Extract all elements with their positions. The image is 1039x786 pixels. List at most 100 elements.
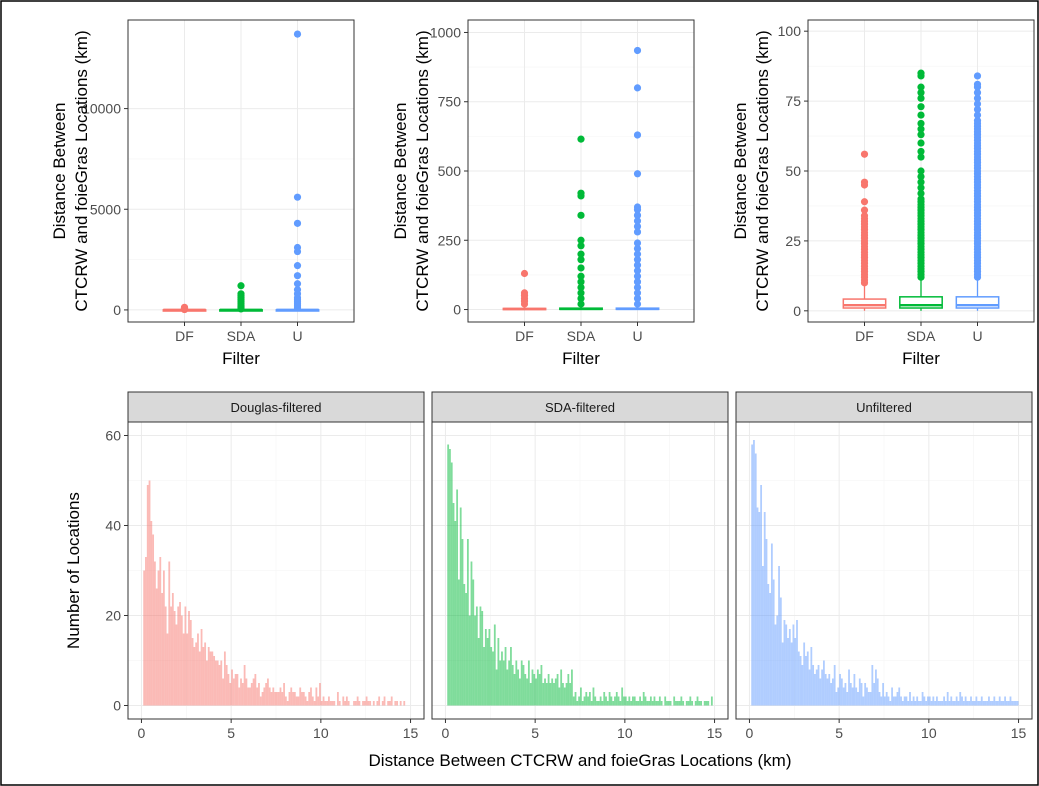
histogram-bar	[452, 503, 455, 706]
outlier-point	[633, 222, 642, 231]
x-tick-label: 10	[313, 725, 329, 741]
histogram-bar	[760, 485, 763, 706]
outlier-point	[293, 193, 302, 201]
outlier-point	[633, 294, 642, 303]
outlier-point	[633, 272, 642, 280]
histogram-bar	[848, 669, 850, 706]
outlier-point	[633, 228, 642, 236]
histogram-bar	[905, 696, 908, 706]
histogram-bar	[855, 687, 858, 706]
histogram-bar	[597, 701, 600, 706]
histogram-bar	[982, 701, 985, 706]
histogram-bar	[788, 629, 791, 706]
outlier-point	[917, 131, 925, 139]
outlier-point	[860, 198, 869, 206]
histogram-bar	[449, 449, 451, 706]
histogram-bar	[669, 701, 672, 706]
histogram-bar	[779, 597, 782, 706]
histogram-bar	[511, 665, 514, 706]
y-tick-label: 75	[785, 93, 801, 109]
outlier-point	[917, 111, 925, 119]
histogram-bar	[206, 660, 208, 706]
outlier-point	[860, 206, 869, 214]
histogram-bar	[216, 660, 219, 706]
histogram-bar	[347, 701, 350, 706]
histogram-bar	[238, 687, 241, 706]
histogram-bar	[927, 696, 929, 706]
histogram-bar	[1009, 696, 1012, 706]
histogram-bar	[211, 651, 214, 706]
histogram-bar	[794, 638, 797, 706]
histogram-bar	[474, 615, 476, 706]
facet-strip	[127, 391, 425, 423]
box-iqr	[842, 298, 887, 309]
histogram-bar	[765, 539, 768, 706]
histogram-bar	[587, 696, 589, 706]
histogram-bar	[953, 701, 956, 706]
histogram-bar	[754, 453, 757, 706]
y-tick-label: 0	[793, 303, 801, 319]
outlier-point	[860, 212, 869, 220]
outlier-point	[577, 264, 585, 272]
histogram-bar	[1011, 701, 1014, 706]
x-tick-label: SDA	[227, 328, 256, 344]
histogram-bar	[369, 701, 372, 706]
histogram-bar	[562, 683, 564, 706]
outlier-point	[293, 30, 302, 38]
histogram-bar	[308, 692, 311, 706]
histogram-bar	[819, 678, 822, 706]
histogram-bar	[499, 660, 502, 706]
y-tick-label: 500	[438, 163, 462, 179]
histogram-bar	[617, 696, 620, 706]
histogram-bar	[204, 642, 207, 706]
y-tick-label: 60	[105, 428, 121, 444]
histogram-bar	[787, 638, 789, 706]
outlier-point	[633, 46, 642, 55]
x-tick-label: 15	[1011, 725, 1027, 741]
histogram-bar	[475, 606, 478, 706]
histogram-bar	[306, 701, 309, 706]
histogram-bar	[880, 696, 883, 706]
histogram-bar	[1005, 701, 1008, 706]
histogram-bar	[774, 624, 777, 706]
facet-strip-label: SDA-filtered	[545, 400, 615, 415]
histogram-bar	[363, 701, 366, 706]
outlier-point	[633, 283, 642, 291]
histogram-bar	[458, 579, 460, 706]
histogram-bar	[762, 566, 764, 706]
histogram-bar	[179, 602, 181, 706]
histogram-bar	[145, 557, 147, 706]
box-iqr	[955, 296, 1000, 309]
histogram-bar	[161, 593, 163, 706]
histogram-bar	[333, 701, 336, 706]
box-df	[502, 269, 547, 311]
histogram-bar	[615, 692, 618, 706]
histogram-bar	[914, 701, 917, 706]
histogram-bar	[817, 665, 820, 706]
histogram-bar	[869, 692, 872, 706]
histogram-bar	[529, 683, 532, 706]
histogram-bar	[576, 701, 579, 706]
histogram-bar	[272, 687, 275, 706]
outlier-point	[917, 69, 925, 77]
x-tick-label: 10	[921, 725, 937, 741]
facet-strip	[431, 391, 729, 423]
box-sda	[219, 282, 263, 313]
histogram-bar	[876, 678, 879, 706]
histogram-bar	[252, 678, 255, 706]
outlier-point	[577, 294, 585, 303]
histogram-bar	[803, 642, 806, 706]
x-tick-label: SDA	[567, 328, 596, 344]
outlier-point	[917, 147, 925, 156]
histogram-bar	[633, 696, 636, 706]
histogram-bar	[950, 696, 953, 706]
y-tick-label: 50	[785, 163, 801, 179]
outlier-point	[633, 244, 642, 253]
x-axis-title: Filter	[902, 349, 940, 368]
histogram-bar	[186, 633, 189, 706]
histogram-bar	[331, 701, 334, 706]
histogram-bar	[580, 687, 582, 706]
histogram-bar	[664, 696, 667, 706]
histogram-bar	[326, 701, 329, 706]
histogram-bar	[571, 669, 573, 706]
